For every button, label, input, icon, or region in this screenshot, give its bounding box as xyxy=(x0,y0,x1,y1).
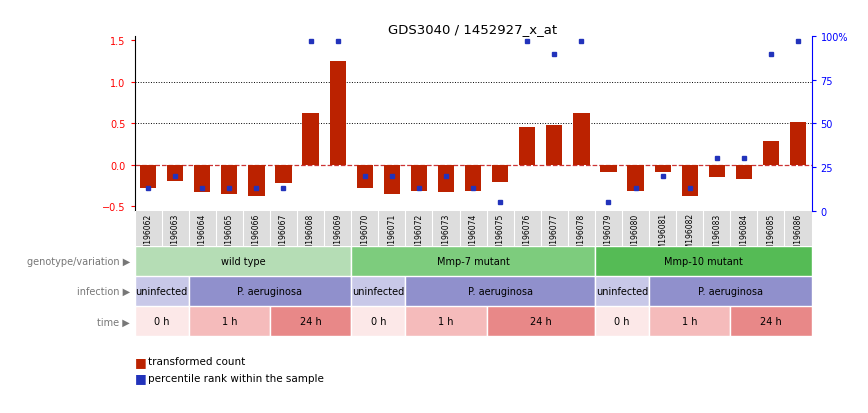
Bar xyxy=(708,166,725,178)
Text: GSM196064: GSM196064 xyxy=(198,213,207,259)
Text: 1 h: 1 h xyxy=(438,316,454,327)
Bar xyxy=(546,126,562,166)
Bar xyxy=(221,166,238,195)
Bar xyxy=(352,306,405,337)
Bar xyxy=(405,276,595,306)
Bar xyxy=(352,246,595,276)
Text: GSM196085: GSM196085 xyxy=(766,213,775,259)
Title: GDS3040 / 1452927_x_at: GDS3040 / 1452927_x_at xyxy=(389,23,557,36)
Bar xyxy=(188,306,270,337)
Bar xyxy=(519,128,536,166)
Text: GSM196075: GSM196075 xyxy=(496,213,504,259)
Text: GSM196083: GSM196083 xyxy=(713,213,721,259)
Bar xyxy=(167,166,183,181)
Text: GSM196077: GSM196077 xyxy=(549,213,559,259)
Text: GSM196084: GSM196084 xyxy=(740,213,748,259)
Bar xyxy=(790,122,806,166)
Text: P. aeruginosa: P. aeruginosa xyxy=(468,286,533,297)
Text: GSM196071: GSM196071 xyxy=(387,213,397,259)
Bar xyxy=(465,166,481,192)
Text: 0 h: 0 h xyxy=(371,316,386,327)
Bar xyxy=(411,166,427,192)
Text: GSM196065: GSM196065 xyxy=(225,213,233,259)
Bar xyxy=(649,306,730,337)
Bar xyxy=(275,166,292,184)
Bar xyxy=(384,166,400,195)
Text: GSM196072: GSM196072 xyxy=(414,213,424,259)
Bar xyxy=(492,166,509,182)
Text: P. aeruginosa: P. aeruginosa xyxy=(238,286,302,297)
Text: time ▶: time ▶ xyxy=(97,316,130,327)
Text: GSM196076: GSM196076 xyxy=(523,213,532,259)
Bar xyxy=(270,306,352,337)
Bar xyxy=(135,246,352,276)
Bar xyxy=(188,276,352,306)
Bar xyxy=(248,166,265,197)
Text: 0 h: 0 h xyxy=(615,316,630,327)
Text: Mmp-10 mutant: Mmp-10 mutant xyxy=(664,256,743,266)
Text: uninfected: uninfected xyxy=(352,286,404,297)
Text: infection ▶: infection ▶ xyxy=(77,286,130,297)
Bar xyxy=(140,166,156,189)
Text: percentile rank within the sample: percentile rank within the sample xyxy=(148,373,324,383)
Text: 24 h: 24 h xyxy=(529,316,552,327)
Bar xyxy=(601,166,616,172)
Text: GSM196082: GSM196082 xyxy=(685,213,694,259)
Text: genotype/variation ▶: genotype/variation ▶ xyxy=(27,256,130,266)
Text: uninfected: uninfected xyxy=(596,286,648,297)
Bar xyxy=(135,306,188,337)
Bar xyxy=(357,166,373,189)
Bar xyxy=(135,276,188,306)
Text: GSM196062: GSM196062 xyxy=(143,213,153,259)
Bar xyxy=(595,246,812,276)
Text: ■: ■ xyxy=(135,371,147,385)
Text: ■: ■ xyxy=(135,355,147,368)
Text: 0 h: 0 h xyxy=(154,316,169,327)
Bar xyxy=(487,306,595,337)
Bar xyxy=(194,166,210,193)
Bar xyxy=(681,166,698,196)
Text: GSM196069: GSM196069 xyxy=(333,213,342,259)
Bar xyxy=(405,306,487,337)
Text: GSM196067: GSM196067 xyxy=(279,213,288,259)
Text: Mmp-7 mutant: Mmp-7 mutant xyxy=(437,256,510,266)
Text: GSM196070: GSM196070 xyxy=(360,213,369,259)
Text: GSM196074: GSM196074 xyxy=(469,213,477,259)
Text: GSM196086: GSM196086 xyxy=(793,213,803,259)
Text: GSM196081: GSM196081 xyxy=(658,213,667,259)
Bar xyxy=(649,276,812,306)
Text: transformed count: transformed count xyxy=(148,356,245,366)
Text: 24 h: 24 h xyxy=(760,316,782,327)
Text: GSM196079: GSM196079 xyxy=(604,213,613,259)
Text: GSM196068: GSM196068 xyxy=(306,213,315,259)
Bar xyxy=(302,114,319,166)
Bar xyxy=(352,276,405,306)
Bar xyxy=(595,306,649,337)
Bar xyxy=(763,142,779,166)
Text: GSM196063: GSM196063 xyxy=(171,213,180,259)
Text: P. aeruginosa: P. aeruginosa xyxy=(698,286,763,297)
Text: 1 h: 1 h xyxy=(221,316,237,327)
Text: GSM196080: GSM196080 xyxy=(631,213,640,259)
Bar xyxy=(654,166,671,172)
Text: GSM196066: GSM196066 xyxy=(252,213,261,259)
Text: GSM196078: GSM196078 xyxy=(577,213,586,259)
Text: wild type: wild type xyxy=(220,256,266,266)
Bar xyxy=(573,114,589,166)
Text: 24 h: 24 h xyxy=(299,316,321,327)
Text: GSM196073: GSM196073 xyxy=(442,213,450,259)
Text: 1 h: 1 h xyxy=(682,316,698,327)
Bar xyxy=(628,166,644,191)
Text: uninfected: uninfected xyxy=(135,286,187,297)
Bar xyxy=(437,166,454,193)
Bar xyxy=(595,276,649,306)
Bar xyxy=(730,306,812,337)
Bar xyxy=(330,62,345,166)
Bar xyxy=(736,166,752,180)
